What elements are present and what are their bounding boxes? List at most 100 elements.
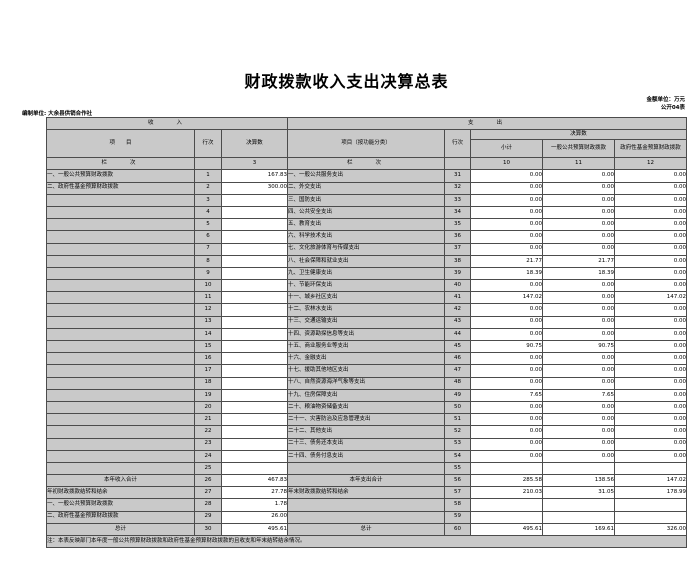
expense-general-public-cell: 0.00 [542, 218, 616, 232]
expense-gov-fund-cell [614, 461, 688, 476]
expense-rownum-cell: 49 [444, 388, 472, 402]
expense-rownum-cell: 58 [444, 498, 472, 512]
expense-general-public-cell: 169.61 [542, 522, 616, 537]
table-row: 21 二十一、灾害防治及应急管理支出 51 0.00 0.00 0.00 [46, 413, 688, 427]
expense-item-cell: 总计 [287, 522, 446, 537]
income-amount-cell [220, 352, 289, 366]
income-item-cell [46, 327, 195, 342]
income-rownum-cell: 14 [194, 327, 222, 342]
expense-rownum-cell: 36 [444, 230, 472, 244]
income-amount-cell: 167.83 [220, 169, 289, 183]
income-amount-cell [220, 425, 289, 439]
expense-subtotal-cell: 210.03 [470, 486, 544, 500]
expense-rownum-cell: 55 [444, 461, 472, 476]
expense-item-cell: 二十、粮油物资储备支出 [287, 400, 446, 415]
income-amount-cell: 26.00 [220, 510, 289, 524]
expense-rownum-cell: 57 [444, 486, 472, 500]
expense-gov-fund-cell: 0.00 [614, 279, 688, 293]
income-amount-cell [220, 254, 289, 268]
expense-subtotal-cell: 0.00 [470, 449, 544, 463]
expense-subtotal-cell: 0.00 [470, 303, 544, 317]
expense-general-public-cell: 0.00 [542, 376, 616, 390]
expense-general-public-cell: 0.00 [542, 437, 616, 451]
expense-col-label: 栏 次 [287, 157, 446, 171]
income-rownum-cell: 3 [194, 193, 222, 207]
form-code-label: 公开04表 [660, 105, 685, 111]
compiler-unit-label: 编制单位: 大余县供销合作社 [22, 111, 93, 117]
expense-rownum-cell: 33 [444, 193, 472, 207]
table-row: 11 十一、城乡社区支出 41 147.02 0.00 147.02 [46, 291, 688, 305]
table-row: 9 九、卫生健康支出 39 18.39 18.39 0.00 [46, 266, 688, 281]
income-item-cell [46, 364, 195, 378]
income-rownum-cell: 27 [194, 486, 222, 500]
table-row: 19 十九、住房保障支出 49 7.65 7.65 0.00 [46, 388, 688, 402]
expense-subtotal-cell [470, 498, 544, 512]
expense-general-public-cell: 0.00 [542, 352, 616, 366]
expense-subtotal-cell: 0.00 [470, 205, 544, 220]
expense-item-cell: 本年支出合计 [287, 474, 446, 488]
income-rownum-header: 行次 [194, 129, 222, 159]
income-amount-cell [220, 303, 289, 317]
income-rownum-cell: 25 [194, 461, 222, 476]
income-amount-cell [220, 230, 289, 244]
expense-rownum-cell: 43 [444, 315, 472, 329]
income-rownum-cell: 8 [194, 254, 222, 268]
expense-gov-fund-cell: 0.00 [614, 230, 688, 244]
income-amount-cell [220, 461, 289, 476]
expense-subtotal-cell: 0.00 [470, 279, 544, 293]
expense-gov-fund-cell: 0.00 [614, 364, 688, 378]
expense-subtotal-cell: 0.00 [470, 352, 544, 366]
income-rownum-cell: 26 [194, 474, 222, 488]
table-row: 16 十六、金融支出 46 0.00 0.00 0.00 [46, 352, 688, 366]
income-amount-cell: 467.83 [220, 474, 289, 488]
expense-rownum-cell: 51 [444, 413, 472, 427]
expense-rownum-cell: 42 [444, 303, 472, 317]
income-rownum-cell: 9 [194, 266, 222, 281]
table-row: 7 七、文化旅游体育与传媒支出 37 0.00 0.00 0.00 [46, 242, 688, 256]
expense-rownum-cell: 54 [444, 449, 472, 463]
expense-gov-fund-cell: 0.00 [614, 413, 688, 427]
expense-general-public-cell [542, 498, 616, 512]
income-item-cell: 二、政府性基金预算财政拨款 [46, 510, 195, 524]
income-item-cell [46, 437, 195, 451]
expense-subtotal-cell: 0.00 [470, 376, 544, 390]
expense-item-cell: 八、社会保障和就业支出 [287, 254, 446, 268]
expense-gov-fund-cell: 0.00 [614, 437, 688, 451]
expense-subtotal-cell: 0.00 [470, 364, 544, 378]
expense-rownum-cell: 46 [444, 352, 472, 366]
income-amount-cell: 300.00 [220, 181, 289, 195]
income-col-blank [194, 157, 222, 171]
expense-rownum-cell: 41 [444, 291, 472, 305]
expense-subtotal-cell: 147.02 [470, 291, 544, 305]
expense-general-public-cell: 90.75 [542, 339, 616, 354]
table-row: 17 十七、援助其他地区支出 47 0.00 0.00 0.00 [46, 364, 688, 378]
income-item-cell: 一、一般公共预算财政拨款 [46, 169, 195, 183]
income-amount-cell: 27.78 [220, 486, 289, 500]
amount-unit-label: 金额单位：万元 [646, 97, 685, 103]
expense-gov-fund-cell: 0.00 [614, 169, 688, 183]
income-amount-header: 决算数 [220, 129, 289, 159]
expense-gov-fund-cell: 0.00 [614, 327, 688, 342]
expense-subtotal-cell: 0.00 [470, 400, 544, 415]
expense-general-public-cell: 0.00 [542, 242, 616, 256]
expense-rownum-cell: 35 [444, 218, 472, 232]
expense-general-public-cell: 0.00 [542, 400, 616, 415]
income-rownum-cell: 18 [194, 376, 222, 390]
expense-item-cell [287, 510, 446, 524]
expense-rownum-cell: 38 [444, 254, 472, 268]
expense-item-cell: 六、科学技术支出 [287, 230, 446, 244]
income-amount-cell [220, 205, 289, 220]
table-group-header-row: 收 入 支 出 [45, 116, 688, 131]
table-row: 二、政府性基金预算财政拨款 2 300.00 二、外交支出 32 0.00 0.00 0.00 [46, 181, 688, 195]
expense-general-public-cell: 0.00 [542, 193, 616, 207]
expense-general-public-cell: 138.56 [542, 474, 616, 488]
expense-gov-fund-cell: 0.00 [614, 315, 688, 329]
expense-gov-fund-cell: 0.00 [614, 205, 688, 220]
expense-item-cell: 二十二、其他支出 [287, 425, 446, 439]
expense-gov-fund-cell: 0.00 [614, 218, 688, 232]
table-body: 一、一般公共预算财政拨款 1 167.83 一、一般公共服务支出 31 0.00 0.00 0… [46, 169, 688, 537]
expense-rownum-cell: 34 [444, 205, 472, 220]
expense-general-public-cell: 0.00 [542, 230, 616, 244]
expense-item-cell: 十四、资源勘探信息等支出 [287, 327, 446, 342]
income-item-cell [46, 254, 195, 268]
